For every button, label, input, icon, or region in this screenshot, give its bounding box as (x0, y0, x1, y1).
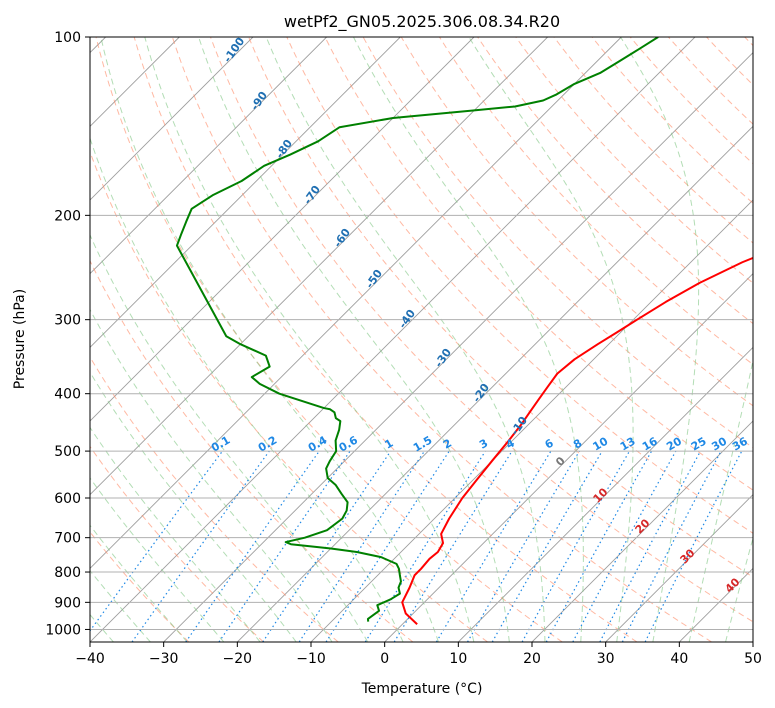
isotherm-line (384, 273, 753, 642)
x-axis-label: Temperature (°C) (361, 681, 483, 697)
y-tick-label: 900 (54, 595, 81, 611)
x-tick-label: 0 (380, 651, 389, 667)
x-tick-label: −10 (296, 651, 326, 667)
y-axis-label: Pressure (hPa) (12, 289, 28, 389)
y-tick-label: 100 (54, 30, 81, 46)
y-tick-label: 300 (54, 313, 81, 329)
mixing-ratio-line (325, 450, 450, 642)
dry-adiabat-line (95, 37, 563, 642)
dry-adiabat-line (210, 37, 753, 623)
mixing-ratio-line (435, 450, 552, 642)
isotherm-line (90, 37, 622, 569)
y-tick-label: 200 (54, 208, 81, 224)
mixing-ratio-line (364, 450, 486, 642)
isotherm-line (90, 37, 254, 201)
isotherm-line (237, 125, 753, 642)
y-tick-label: 400 (54, 387, 81, 403)
plot-frame (89, 36, 754, 643)
mixing-ratio-line (131, 450, 270, 642)
isotherm-line (458, 346, 753, 642)
x-tick-label: 30 (597, 651, 615, 667)
temperature-profile-line (401, 256, 753, 625)
y-tick-label: 500 (54, 444, 81, 460)
moist-adiabat-line (90, 569, 151, 642)
y-axis-ticks: 100 200 300 400 500 600 700 800 900 1000 (45, 30, 90, 638)
mixing-ratio-line (572, 450, 677, 642)
moist-adiabat-line (688, 358, 753, 642)
x-tick-label: 40 (670, 651, 688, 667)
profile-series (175, 37, 753, 625)
y-tick-label: 800 (54, 565, 81, 581)
chart-title: wetPf2_GN05.2025.306.08.34.R20 (284, 12, 560, 32)
moist-adiabat-line (90, 233, 369, 642)
dry-adiabat-line (90, 445, 264, 642)
moist-adiabat-lines (90, 37, 753, 642)
y-tick-label: 600 (54, 491, 81, 507)
moist-adiabat-line (620, 37, 700, 642)
moist-adiabat-line (90, 371, 297, 642)
mixing-ratio-line (599, 450, 702, 642)
y-tick-label: 1000 (45, 622, 81, 638)
moist-adiabat-line (144, 37, 475, 642)
moist-adiabat-line (90, 136, 404, 642)
dry-adiabat-line (90, 259, 414, 642)
y-tick-label: 700 (54, 531, 81, 547)
mixing-ratio-line (466, 450, 580, 642)
dewpoint-profile-line (175, 37, 659, 622)
moist-adiabat-line (198, 37, 510, 642)
x-tick-label: 10 (449, 651, 467, 667)
dry-adiabat-line (286, 37, 753, 534)
x-tick-label: 20 (523, 651, 541, 667)
dry-adiabat-line (171, 37, 712, 642)
x-tick-label: −40 (75, 651, 105, 667)
moist-adiabat-line (725, 536, 753, 642)
dry-adiabat-line (133, 37, 638, 642)
isotherm-line (90, 37, 696, 642)
moist-adiabat-line (90, 426, 261, 642)
x-tick-label: −30 (149, 651, 179, 667)
x-axis-ticks: −40 −30 −20 −10 0 10 20 30 40 50 (75, 642, 762, 667)
moist-adiabat-line (90, 308, 333, 642)
isotherm-line (163, 52, 753, 642)
isotherm-line (605, 494, 753, 642)
mixing-ratio-lines (90, 450, 743, 642)
moist-adiabat-line (100, 37, 439, 642)
moist-adiabat-line (265, 37, 546, 642)
isotherm-line (90, 37, 548, 496)
moist-adiabat-line (90, 524, 188, 642)
x-tick-label: −20 (223, 651, 253, 667)
isotherm-line (90, 37, 401, 348)
moist-adiabat-line (353, 37, 584, 642)
x-tick-label: 50 (744, 651, 762, 667)
mixing-ratio-line (185, 450, 320, 642)
mixing-ratio-line (218, 450, 351, 642)
isotherm-line (90, 37, 327, 275)
isotherm-line (531, 420, 753, 642)
dry-adiabat-line (324, 37, 753, 491)
mixing-ratio-line (298, 450, 425, 642)
isotherm-line (90, 37, 475, 422)
moist-adiabat-line (90, 477, 225, 642)
pressure-gridlines (90, 37, 753, 630)
dry-adiabat-line (248, 37, 753, 578)
dry-adiabat-line (515, 37, 753, 284)
plot-area (90, 37, 753, 642)
mixing-ratio-line (393, 450, 513, 642)
mixing-ratio-line (262, 450, 392, 642)
